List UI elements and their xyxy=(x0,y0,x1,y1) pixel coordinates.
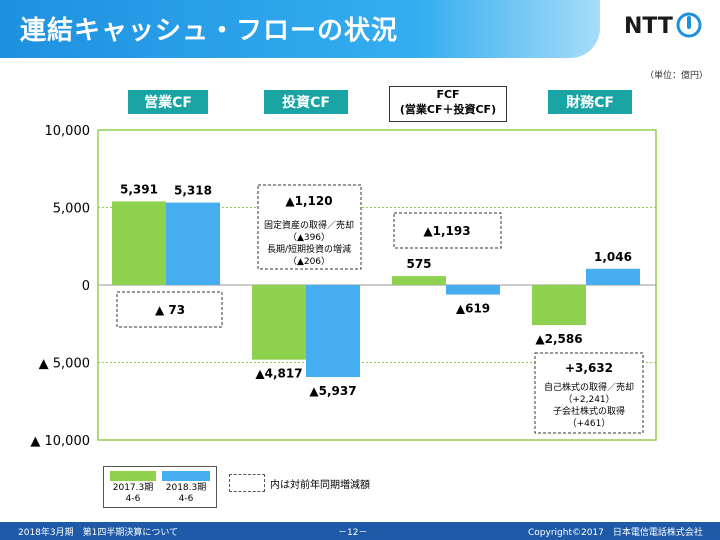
data-label: 5,318 xyxy=(174,184,212,198)
data-label: ▲5,937 xyxy=(309,384,356,398)
inv-note-1: 固定資産の取得／売却 xyxy=(264,219,354,231)
bar xyxy=(392,276,446,285)
y-tick-label: 0 xyxy=(82,279,90,294)
fin-diff-text: +3,632 xyxy=(565,361,613,375)
legend-swatch-2018 xyxy=(162,471,210,481)
fcf-label-line1: FCF xyxy=(436,88,460,101)
data-label: 1,046 xyxy=(594,250,632,264)
fin-diff-box xyxy=(534,352,644,434)
y-tick-label: 10,000 xyxy=(45,124,91,139)
op-diff-text: ▲ 73 xyxy=(155,303,185,317)
y-tick-label: 5,000 xyxy=(53,202,90,217)
fin-note-1: 自己株式の取得／売却 xyxy=(544,381,634,393)
footer-page-number: －12－ xyxy=(338,528,368,538)
bar xyxy=(446,285,500,295)
bar xyxy=(166,202,220,285)
footer-left: 2018年3月期 第1四半期決算について xyxy=(18,528,179,538)
data-label: 575 xyxy=(406,257,431,271)
legend-2017-line2: 4-6 xyxy=(125,494,141,504)
legend-swatch-2017 xyxy=(110,471,156,481)
legend-2018-line1: 2018.3期 xyxy=(165,483,207,493)
fin-note-4: （+461） xyxy=(568,418,611,429)
fcf-diff-box xyxy=(393,212,502,249)
inv-diff-text: ▲1,120 xyxy=(285,194,332,208)
data-label: 5,391 xyxy=(120,182,158,196)
category-label-inv: 投資CF xyxy=(264,90,348,114)
op-diff-box xyxy=(116,291,223,328)
footer-copyright: Copyright©2017 日本電信電話株式会社 xyxy=(528,528,703,538)
fcf-label-line2: (営業CF＋投資CF) xyxy=(399,103,497,116)
legend-label-2017: 2017.3期 4-6 xyxy=(108,483,158,505)
bar xyxy=(306,285,360,378)
legend-dash-box xyxy=(229,474,265,492)
bar xyxy=(252,285,306,360)
fin-note-3: 子会社株式の取得 xyxy=(553,405,625,417)
unit-label: （単位：億円） xyxy=(644,71,708,81)
bar xyxy=(586,268,640,285)
data-label: ▲2,586 xyxy=(535,332,582,346)
legend-2018-line2: 4-6 xyxy=(178,494,194,504)
inv-note-3: 長期/短期投資の増減 xyxy=(267,243,351,255)
data-label: ▲4,817 xyxy=(255,367,302,381)
bar xyxy=(112,201,166,285)
legend-2017-line1: 2017.3期 xyxy=(112,483,154,493)
legend-label-2018: 2018.3期 4-6 xyxy=(160,483,212,505)
legend: 2017.3期 4-6 2018.3期 4-6 xyxy=(103,466,217,508)
bar xyxy=(532,285,586,326)
legend-dash-text: 内は対前年同期増減額 xyxy=(270,480,370,491)
category-label-fin: 財務CF xyxy=(548,90,632,114)
y-tick-label: ▲ 5,000 xyxy=(39,357,90,372)
fcf-diff-text: ▲1,193 xyxy=(423,224,470,238)
footer-bar: 2018年3月期 第1四半期決算について －12－ Copyright©2017… xyxy=(0,522,720,540)
inv-note-4: （▲206） xyxy=(288,256,330,267)
y-tick-label: ▲ 10,000 xyxy=(30,434,90,449)
cashflow-chart: 10,000 5,000 0 ▲ 5,000 ▲ 10,000 5,391 ▲4,817 57… xyxy=(30,124,657,449)
company-logo: NTT xyxy=(624,14,673,39)
category-label-op: 営業CF xyxy=(128,90,208,114)
category-label-fcf: FCF (営業CF＋投資CF) xyxy=(389,86,507,122)
data-label: ▲619 xyxy=(456,302,490,316)
inv-note-2: （▲396） xyxy=(288,232,330,243)
fin-note-2: （+2,241） xyxy=(563,394,614,405)
inv-diff-box xyxy=(257,184,362,270)
page-title: 連結キャッシュ・フローの状況 xyxy=(20,16,399,46)
ntt-logo-icon xyxy=(676,12,702,38)
header-banner: 連結キャッシュ・フローの状況 xyxy=(0,0,600,58)
